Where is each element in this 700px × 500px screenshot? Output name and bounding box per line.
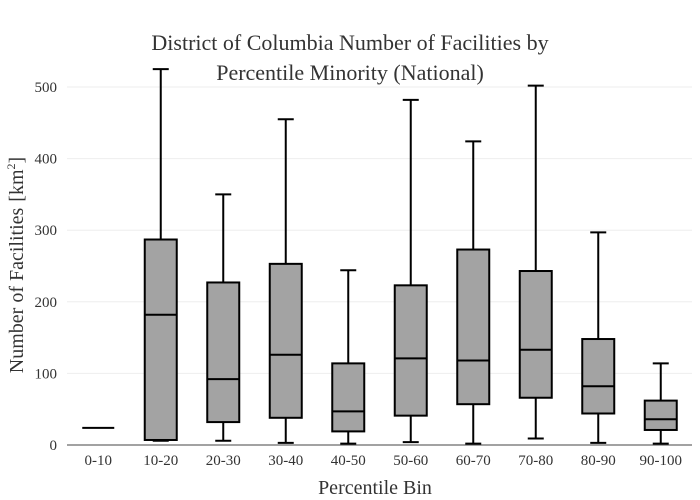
chart-title-line-2: Percentile Minority (National) bbox=[216, 60, 484, 85]
chart-title-line-1: District of Columbia Number of Facilitie… bbox=[151, 30, 548, 55]
x-tick-label-90-100: 90-100 bbox=[640, 453, 683, 469]
iqr-box-70-80 bbox=[518, 270, 553, 399]
y-tick-label-0: 0 bbox=[50, 438, 58, 454]
box-30-40 bbox=[268, 118, 303, 444]
box-50-60 bbox=[393, 98, 428, 444]
x-tick-label-30-40: 30-40 bbox=[268, 453, 303, 469]
box-80-90 bbox=[581, 231, 616, 444]
y-axis-title-unit-superscript: 2 bbox=[4, 163, 18, 169]
box-10-20 bbox=[143, 68, 178, 442]
y-tick-labels: 0 100 200 300 400 500 bbox=[35, 80, 58, 454]
iqr-box-20-30 bbox=[206, 281, 241, 424]
x-tick-label-40-50: 40-50 bbox=[331, 453, 366, 469]
iqr-box-60-70 bbox=[456, 248, 491, 406]
y-axis-title-main: Number of Facilities bbox=[6, 207, 28, 373]
x-tick-labels: 0-10 10-20 20-30 30-40 40-50 50-60 60-70 70-80 8… bbox=[85, 453, 683, 469]
x-tick-label-60-70: 60-70 bbox=[456, 453, 491, 469]
x-tick-label-80-90: 80-90 bbox=[581, 453, 616, 469]
iqr-box-10-20 bbox=[143, 238, 178, 441]
iqr-box-80-90 bbox=[581, 338, 616, 415]
iqr-box-50-60 bbox=[393, 284, 428, 417]
x-tick-label-70-80: 70-80 bbox=[518, 453, 553, 469]
y-tick-label-500: 500 bbox=[35, 80, 58, 96]
y-tick-label-100: 100 bbox=[35, 366, 58, 382]
box-20-30 bbox=[206, 193, 241, 442]
iqr-box-30-40 bbox=[268, 262, 303, 419]
y-axis-title: Number of Facilities [km2] bbox=[4, 157, 28, 373]
x-tick-label-10-20: 10-20 bbox=[143, 453, 178, 469]
box-90-100 bbox=[643, 362, 678, 445]
y-axis-title-unit: [km bbox=[6, 169, 28, 202]
box-60-70 bbox=[456, 140, 491, 445]
y-axis-title-unit-close: ] bbox=[6, 157, 28, 164]
iqr-box-40-50 bbox=[331, 362, 366, 433]
x-tick-label-20-30: 20-30 bbox=[206, 453, 241, 469]
x-tick-label-50-60: 50-60 bbox=[393, 453, 428, 469]
x-tick-label-0-10: 0-10 bbox=[85, 453, 113, 469]
y-tick-label-400: 400 bbox=[35, 152, 58, 168]
iqr-box-90-100 bbox=[643, 399, 678, 431]
y-tick-label-300: 300 bbox=[35, 223, 58, 239]
plot-area bbox=[82, 68, 678, 445]
box-70-80 bbox=[518, 84, 553, 440]
box-40-50 bbox=[331, 269, 366, 445]
y-tick-label-200: 200 bbox=[35, 295, 58, 311]
x-axis-title: Percentile Bin bbox=[318, 477, 432, 499]
